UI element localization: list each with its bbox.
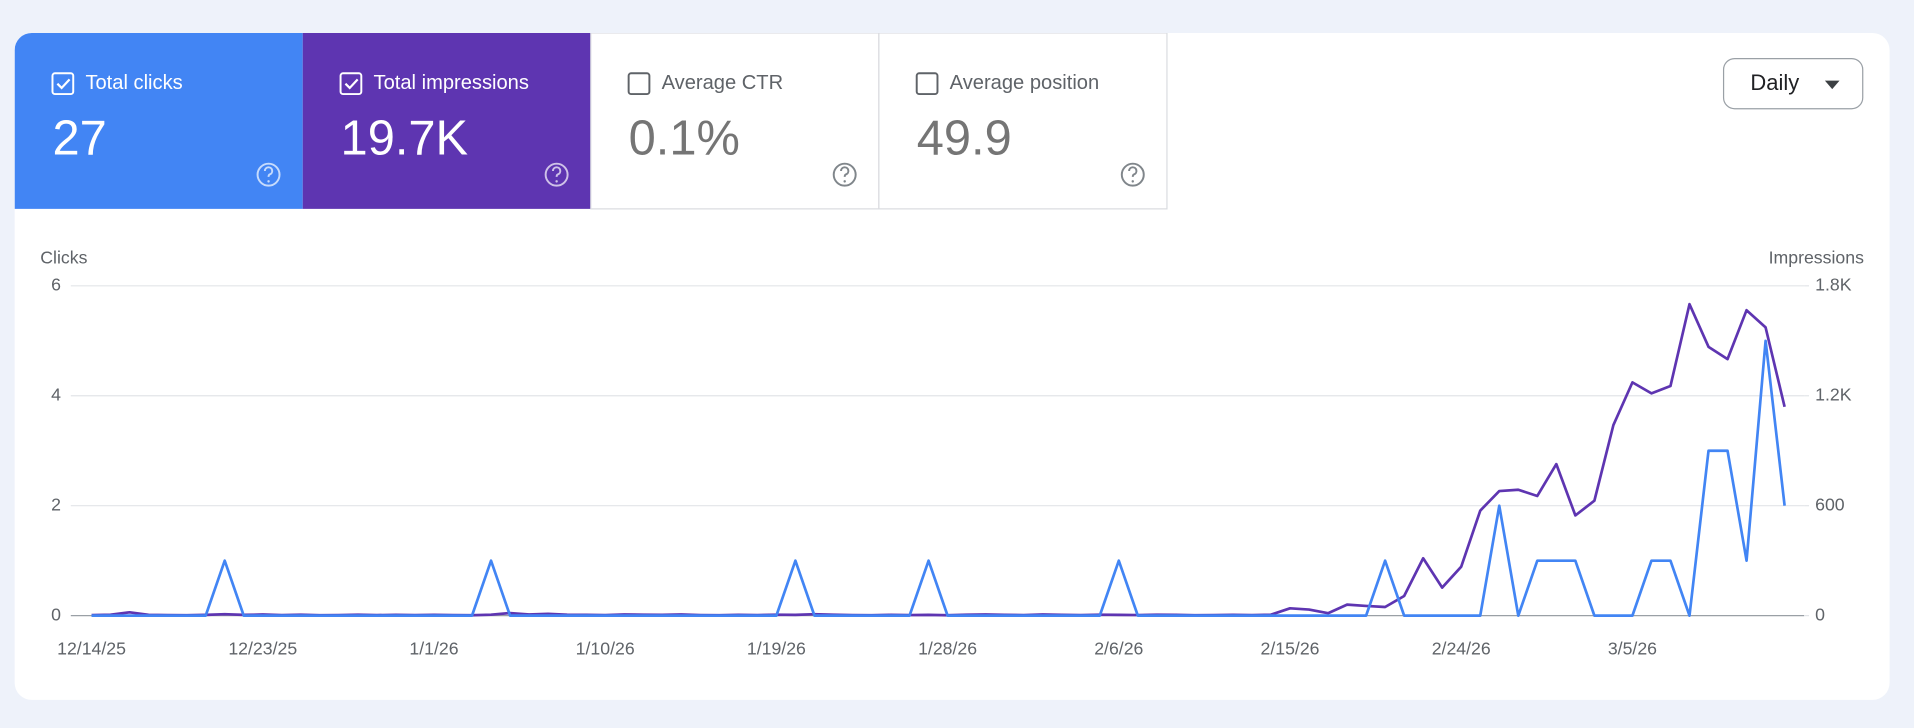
metric-value[interactable]: 19.7K <box>341 112 469 166</box>
help-icon-dot[interactable] <box>267 180 270 183</box>
help-icon[interactable] <box>832 162 857 187</box>
metric-cards: Total clicks 27 Total impressions 19.7K Aver… <box>14 32 1168 210</box>
x-tick-label: 2/15/26 <box>1261 638 1320 658</box>
metric-card[interactable]: Total clicks 27 <box>14 32 303 209</box>
y-axis-title: Clicks <box>40 248 87 268</box>
series-line <box>91 339 1786 617</box>
y-tick-label: 0 <box>51 604 61 624</box>
y2-axis-title: Impressions <box>1769 248 1864 268</box>
y2-tick-label: 0 <box>1815 604 1825 624</box>
x-tick-label: 12/14/25 <box>57 638 126 658</box>
x-tick-label: 12/23/25 <box>228 638 297 658</box>
checkbox[interactable] <box>627 72 651 96</box>
checkmark[interactable] <box>56 78 71 90</box>
x-tick-label: 2/24/26 <box>1432 638 1491 658</box>
x-tick-label: 1/28/26 <box>918 638 977 658</box>
chart: Clicks Impressions 0 2 4 6 0 600 1.2K 1.8K 12/14/2… <box>40 248 1864 659</box>
card-bg[interactable] <box>302 32 591 209</box>
dropdown-box[interactable] <box>1722 58 1864 110</box>
help-icon-mark[interactable] <box>1128 166 1138 177</box>
metric-label[interactable]: Total clicks <box>85 72 182 94</box>
y-tick-label: 6 <box>51 274 61 294</box>
help-icon-dot[interactable] <box>1131 180 1134 183</box>
checkbox[interactable] <box>339 72 363 96</box>
x-tick-label: 1/1/26 <box>409 638 458 658</box>
help-icon-dot[interactable] <box>843 180 846 183</box>
metric-value[interactable]: 49.9 <box>917 112 1012 166</box>
y2-tick-label: 1.8K <box>1815 274 1852 294</box>
y2-tick-label: 600 <box>1815 494 1845 514</box>
metric-card[interactable]: Average CTR 0.1% <box>590 32 880 210</box>
dropdown-label[interactable]: Daily <box>1750 70 1799 95</box>
x-tick-label: 3/5/26 <box>1608 638 1657 658</box>
y2-tick-label: 1.2K <box>1815 384 1852 404</box>
help-icon-mark[interactable] <box>263 166 274 177</box>
x-tick-label: 1/19/26 <box>747 638 806 658</box>
metric-value[interactable]: 27 <box>52 112 106 166</box>
period-dropdown[interactable]: Daily <box>1722 58 1864 110</box>
y-tick-label: 4 <box>51 384 61 404</box>
x-tick-label: 2/6/26 <box>1094 638 1143 658</box>
metric-card[interactable]: Total impressions 19.7K <box>302 32 591 209</box>
help-icon-mark[interactable] <box>840 166 850 177</box>
checkmark[interactable] <box>344 78 359 90</box>
metric-label[interactable]: Average position <box>950 72 1100 94</box>
metric-card[interactable]: Average position 49.9 <box>878 32 1168 210</box>
card-bg[interactable] <box>590 32 880 210</box>
metric-value[interactable]: 0.1% <box>629 112 740 166</box>
card-bg[interactable] <box>14 32 303 209</box>
help-icon[interactable] <box>544 162 569 187</box>
checkbox[interactable] <box>51 72 75 96</box>
y-tick-label: 2 <box>51 494 61 514</box>
help-icon-mark[interactable] <box>551 166 562 177</box>
help-icon[interactable] <box>256 162 281 187</box>
metric-label[interactable]: Average CTR <box>662 72 784 94</box>
checkbox[interactable] <box>915 72 939 96</box>
x-tick-label: 1/10/26 <box>576 638 635 658</box>
help-icon-dot[interactable] <box>555 180 558 183</box>
help-icon[interactable] <box>1120 162 1145 187</box>
dropdown-arrow[interactable] <box>1824 80 1840 90</box>
card-bg[interactable] <box>878 32 1168 210</box>
metric-label[interactable]: Total impressions <box>374 72 529 94</box>
